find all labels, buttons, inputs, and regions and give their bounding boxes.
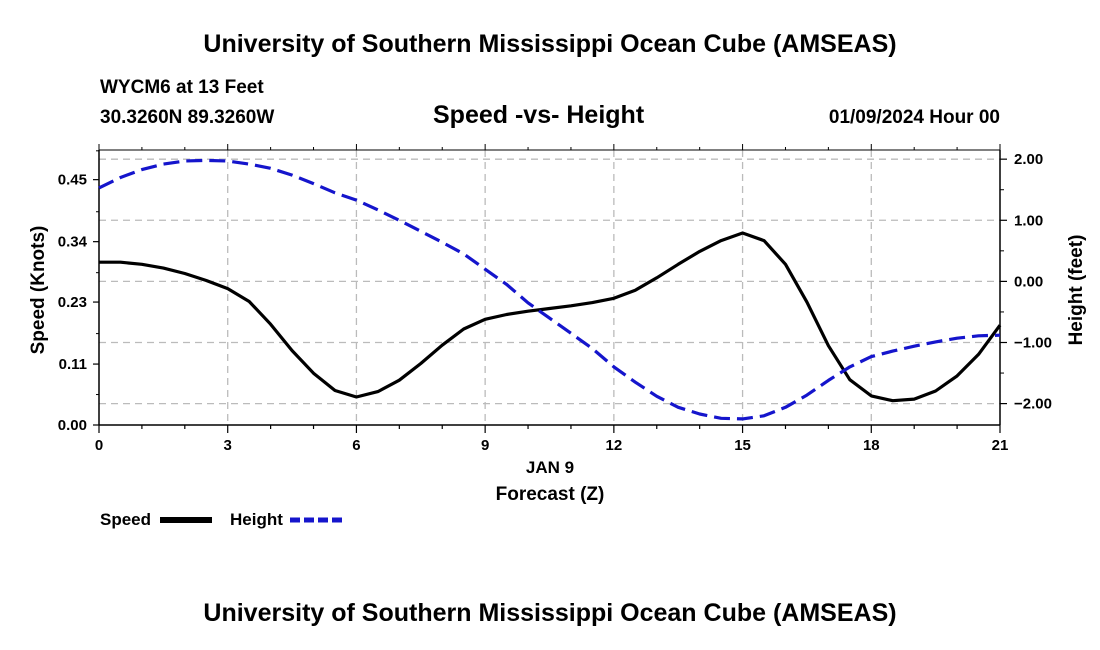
y2-tick-label: 2.00 — [1014, 151, 1043, 168]
x-tick-label: 12 — [606, 437, 623, 454]
grid — [99, 150, 1000, 425]
y-tick-label: 0.11 — [59, 356, 87, 373]
series — [98, 158, 1002, 421]
y-tick-label: 0.00 — [58, 417, 87, 434]
y2-tick-label: −2.00 — [1014, 396, 1052, 413]
y2-tick-label: −1.00 — [1014, 335, 1052, 352]
legend: Speed Height — [100, 510, 342, 529]
y2-tick-label: 1.00 — [1014, 212, 1043, 229]
axes — [93, 144, 1007, 433]
y-tick-label: 0.23 — [58, 294, 87, 311]
x-tick-label: 6 — [352, 437, 360, 454]
date-label: 01/09/2024 Hour 00 — [828, 107, 1000, 128]
speed-series-line — [99, 231, 1002, 403]
x-axis-date-label: JAN 9 — [526, 458, 574, 477]
y2-axis-title: Height (feet) — [1066, 235, 1087, 346]
tick-labels: 0 3 6 9 12 15 18 21 0.00 0.11 0.23 0.34 0.45 2.00 1.00… — [58, 151, 1052, 454]
chart-title: Speed -vs- Height — [433, 101, 645, 129]
x-axis-title: Forecast (Z) — [496, 484, 605, 505]
x-tick-label: 15 — [734, 437, 751, 454]
coordinates-label: 30.3260N 89.3260W — [100, 107, 275, 128]
legend-speed-label: Speed — [100, 510, 151, 529]
page-title: University of Southern Mississippi Ocean… — [203, 30, 897, 58]
y-tick-label: 0.45 — [58, 172, 87, 189]
height-series-line — [98, 158, 1001, 421]
x-tick-label: 0 — [95, 437, 103, 454]
legend-height-label: Height — [230, 510, 283, 529]
station-label: WYCM6 at 13 Feet — [100, 77, 264, 98]
x-tick-label: 9 — [481, 437, 489, 454]
footer-title: University of Southern Mississippi Ocean… — [203, 599, 897, 627]
y-tick-label: 0.34 — [58, 234, 88, 251]
y-axis-title: Speed (Knots) — [28, 226, 49, 355]
x-tick-label: 3 — [224, 437, 232, 454]
x-tick-label: 18 — [863, 437, 880, 454]
x-tick-label: 21 — [992, 437, 1009, 454]
y2-tick-label: 0.00 — [1014, 273, 1043, 290]
